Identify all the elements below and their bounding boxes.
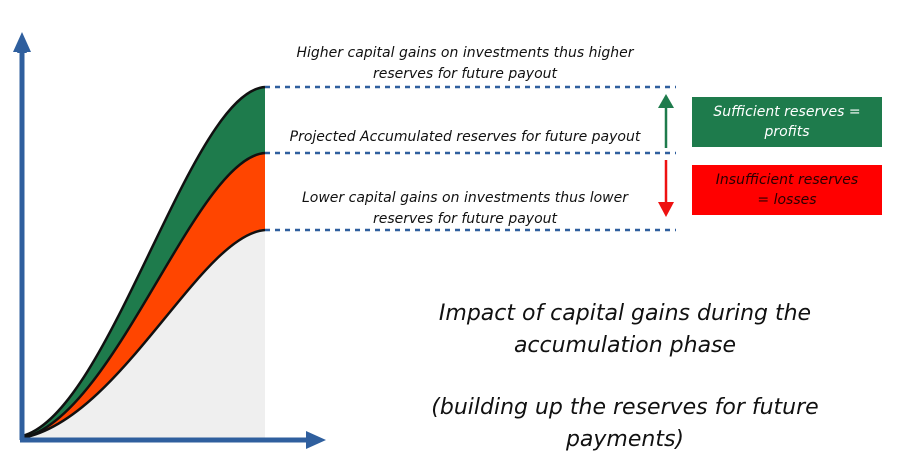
subtitle-line1: (building up the reserves for future (431, 395, 819, 420)
upper-band (22, 87, 265, 438)
title-line1: Impact of capital gains during the (438, 301, 812, 326)
label-higher-line2: reserves for future payout (372, 66, 558, 82)
label-lower: Lower capital gains on investments thus … (270, 188, 660, 230)
x-axis-arrow-icon (306, 431, 326, 449)
label-projected: Projected Accumulated reserves for futur… (270, 127, 660, 148)
curve-lower (21, 228, 266, 440)
curve-higher (21, 85, 266, 438)
label-lower-line1: Lower capital gains on investments thus … (301, 190, 628, 206)
title-line2: accumulation phase (513, 333, 737, 358)
up-arrow-icon (658, 94, 674, 108)
insufficient-reserves-box: Insufficient reserves = losses (692, 165, 882, 215)
label-projected-text: Projected Accumulated reserves for futur… (289, 129, 641, 145)
sufficient-line2: profits (764, 124, 810, 140)
base-area (22, 230, 265, 438)
diagram-subtitle: (building up the reserves for future pay… (410, 392, 840, 456)
label-lower-line2: reserves for future payout (372, 211, 558, 227)
curve-projected (21, 151, 266, 440)
subtitle-line2: payments) (565, 427, 685, 452)
insufficient-line1: Insufficient reserves (715, 172, 859, 188)
lower-band (22, 153, 265, 438)
label-higher: Higher capital gains on investments thus… (270, 43, 660, 85)
down-arrow-icon (658, 202, 674, 217)
diagram-title: Impact of capital gains during the accum… (410, 298, 840, 362)
label-higher-line1: Higher capital gains on investments thus… (296, 45, 634, 61)
insufficient-line2: = losses (757, 192, 817, 208)
y-axis-arrow-icon (13, 32, 31, 52)
sufficient-reserves-box: Sufficient reserves = profits (692, 97, 882, 147)
sufficient-line1: Sufficient reserves = (713, 104, 861, 120)
